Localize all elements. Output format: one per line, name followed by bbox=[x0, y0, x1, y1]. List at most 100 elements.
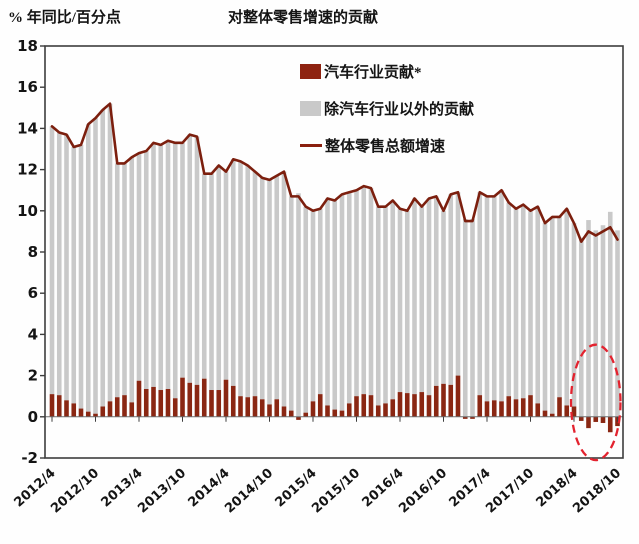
auto-bar bbox=[180, 377, 185, 417]
auto-bar bbox=[122, 395, 127, 417]
auto-bars-series bbox=[49, 375, 620, 433]
nonauto-bar bbox=[93, 118, 98, 414]
auto-bar bbox=[361, 394, 367, 417]
y-tick-label: -2 bbox=[21, 449, 38, 467]
nonauto-bar bbox=[499, 190, 504, 402]
nonauto-bar bbox=[107, 103, 113, 402]
auto-bar bbox=[172, 398, 178, 417]
auto-bar bbox=[557, 397, 562, 417]
auto-bar bbox=[209, 390, 214, 417]
x-tick-label: 2014/10 bbox=[222, 466, 276, 517]
x-tick-label: 2018/10 bbox=[570, 466, 624, 517]
y-axis-ticks bbox=[40, 45, 45, 459]
nonauto-bar bbox=[615, 230, 620, 417]
auto-bar bbox=[455, 375, 461, 417]
auto-bar bbox=[238, 396, 243, 417]
y-tick-label: 2 bbox=[28, 367, 38, 385]
nonauto-bar bbox=[114, 163, 120, 398]
auto-bar bbox=[593, 416, 599, 422]
auto-bar bbox=[129, 402, 135, 417]
nonauto-bar bbox=[201, 173, 207, 379]
nonauto-bar bbox=[404, 210, 410, 394]
nonauto-bar bbox=[412, 198, 417, 395]
nonauto-bar bbox=[317, 208, 323, 395]
nonauto-bar bbox=[354, 190, 359, 397]
nonauto-bar bbox=[571, 223, 577, 407]
page-title: 对整体零售增速的贡献 bbox=[228, 10, 379, 26]
auto-bar bbox=[201, 378, 207, 417]
nonauto-bar bbox=[607, 211, 613, 417]
auto-bar bbox=[383, 403, 388, 417]
axes bbox=[45, 416, 623, 422]
auto-bar bbox=[230, 385, 236, 417]
auto-bar bbox=[354, 396, 359, 417]
nonauto-bar bbox=[586, 220, 591, 417]
auto-bar bbox=[520, 398, 526, 417]
nonauto-bar bbox=[426, 198, 432, 396]
nonauto-bar bbox=[209, 173, 214, 391]
nonauto-bars-series bbox=[49, 103, 620, 417]
auto-bar bbox=[491, 400, 497, 417]
legend-item-total: 整体零售总额增速 bbox=[300, 134, 474, 157]
nonauto-bar bbox=[448, 194, 454, 385]
legend-label-total: 整体零售总额增速 bbox=[325, 139, 446, 155]
auto-bar bbox=[578, 416, 584, 421]
nonauto-bar bbox=[100, 109, 106, 407]
nonauto-bar bbox=[564, 208, 570, 406]
highlight-ellipse bbox=[569, 343, 622, 462]
nonauto-bar bbox=[513, 208, 519, 400]
auto-bar bbox=[85, 411, 91, 417]
auto-bar bbox=[535, 403, 541, 417]
nonauto-bar bbox=[64, 134, 69, 401]
nonauto-bar bbox=[56, 132, 62, 396]
auto-bar bbox=[245, 397, 251, 417]
total-growth-line bbox=[50, 102, 619, 243]
nonauto-bar bbox=[187, 134, 193, 383]
nonauto-bar-swatch-icon bbox=[300, 101, 321, 116]
auto-bar bbox=[448, 384, 454, 417]
auto-bar bbox=[281, 406, 287, 417]
auto-bar bbox=[107, 401, 113, 417]
auto-bar bbox=[143, 388, 149, 417]
auto-bar bbox=[136, 380, 142, 417]
nonauto-bar bbox=[542, 223, 548, 411]
nonauto-bar bbox=[332, 200, 338, 410]
nonauto-bar bbox=[288, 196, 294, 411]
auto-bar bbox=[542, 410, 548, 417]
nonauto-bar bbox=[455, 192, 461, 376]
auto-bar bbox=[484, 401, 490, 417]
auto-bar bbox=[194, 384, 200, 417]
auto-bar bbox=[404, 393, 410, 417]
nonauto-bar bbox=[259, 177, 265, 400]
nonauto-bar bbox=[122, 163, 127, 396]
auto-bar-swatch-icon bbox=[300, 64, 321, 79]
auto-bar bbox=[426, 395, 432, 417]
nonauto-bar bbox=[129, 157, 135, 403]
legend-label-auto: 汽车行业贡献* bbox=[324, 65, 422, 81]
nonauto-bar bbox=[339, 194, 345, 411]
nonauto-bar bbox=[194, 136, 200, 385]
auto-bar bbox=[252, 396, 258, 417]
nonauto-bar bbox=[216, 165, 222, 391]
auto-bar bbox=[600, 416, 606, 423]
auto-bar bbox=[274, 399, 280, 417]
auto-bar bbox=[397, 392, 403, 417]
auto-bar bbox=[165, 388, 171, 417]
y-axis-labels: -2 0 2 4 6 8 10 12 14 16 18 bbox=[17, 37, 38, 467]
auto-bar bbox=[259, 399, 265, 417]
auto-bar bbox=[564, 405, 570, 417]
nonauto-bar bbox=[296, 193, 301, 417]
x-tick-label: 2017/10 bbox=[483, 466, 537, 517]
auto-bar bbox=[549, 413, 555, 417]
nonauto-bar bbox=[325, 198, 330, 406]
nonauto-bar bbox=[85, 124, 91, 412]
nonauto-bar bbox=[578, 237, 584, 417]
x-tick-label: 2015/10 bbox=[309, 466, 363, 517]
nonauto-bar bbox=[528, 210, 533, 396]
nonauto-bar bbox=[136, 153, 142, 381]
nonauto-bar bbox=[252, 171, 258, 397]
auto-bar bbox=[375, 405, 381, 417]
nonauto-bar bbox=[491, 196, 497, 401]
y-tick-label: 12 bbox=[17, 161, 38, 179]
